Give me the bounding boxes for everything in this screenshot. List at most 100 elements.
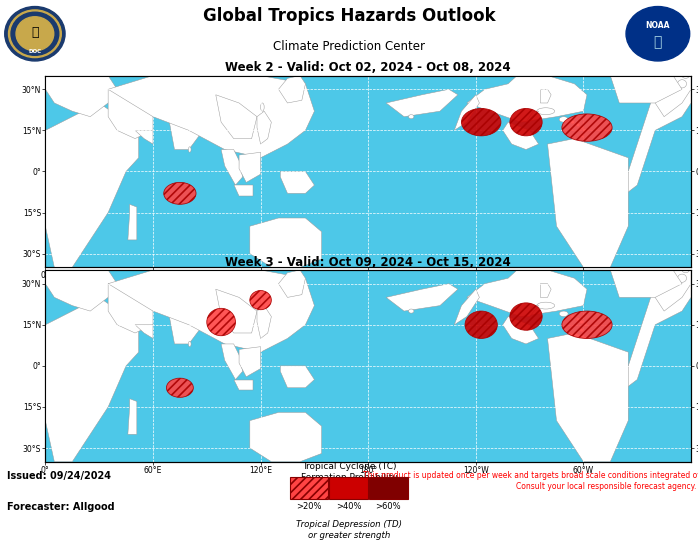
Ellipse shape bbox=[559, 117, 568, 122]
Text: >20%: >20% bbox=[296, 502, 322, 511]
Text: Issued: 09/24/2024: Issued: 09/24/2024 bbox=[7, 471, 111, 481]
Polygon shape bbox=[239, 152, 260, 183]
Ellipse shape bbox=[559, 311, 568, 316]
Polygon shape bbox=[216, 95, 257, 139]
Ellipse shape bbox=[250, 291, 272, 310]
Circle shape bbox=[626, 6, 690, 61]
Ellipse shape bbox=[166, 378, 193, 397]
Ellipse shape bbox=[408, 309, 414, 313]
Ellipse shape bbox=[562, 311, 612, 339]
Polygon shape bbox=[279, 270, 306, 298]
Polygon shape bbox=[281, 366, 314, 388]
Text: This product is updated once per week and targets broad scale conditions integra: This product is updated once per week an… bbox=[363, 471, 698, 491]
Polygon shape bbox=[135, 325, 153, 339]
Polygon shape bbox=[619, 270, 691, 393]
Polygon shape bbox=[128, 399, 137, 434]
Polygon shape bbox=[619, 76, 691, 199]
Polygon shape bbox=[526, 306, 539, 316]
Ellipse shape bbox=[537, 108, 555, 114]
Text: Climate Prediction Center: Climate Prediction Center bbox=[273, 40, 425, 53]
Polygon shape bbox=[108, 284, 153, 333]
Polygon shape bbox=[610, 270, 682, 298]
Polygon shape bbox=[45, 76, 117, 117]
Ellipse shape bbox=[577, 318, 580, 321]
Ellipse shape bbox=[461, 109, 501, 136]
Polygon shape bbox=[239, 347, 260, 377]
Ellipse shape bbox=[207, 308, 235, 336]
Polygon shape bbox=[45, 103, 139, 267]
Ellipse shape bbox=[510, 303, 542, 330]
Ellipse shape bbox=[164, 183, 196, 204]
Circle shape bbox=[16, 17, 54, 51]
Polygon shape bbox=[547, 333, 628, 462]
Ellipse shape bbox=[188, 341, 191, 347]
Polygon shape bbox=[279, 76, 306, 103]
Text: 🦅: 🦅 bbox=[31, 26, 38, 39]
Ellipse shape bbox=[537, 302, 555, 309]
Title: Week 3 - Valid: Oct 09, 2024 - Oct 15, 2024: Week 3 - Valid: Oct 09, 2024 - Oct 15, 2… bbox=[225, 256, 511, 269]
FancyBboxPatch shape bbox=[329, 477, 368, 500]
Polygon shape bbox=[108, 270, 314, 352]
Ellipse shape bbox=[584, 323, 587, 326]
Polygon shape bbox=[386, 284, 458, 311]
Polygon shape bbox=[386, 89, 458, 117]
Text: NOAA: NOAA bbox=[646, 21, 670, 30]
Ellipse shape bbox=[571, 315, 574, 318]
Ellipse shape bbox=[580, 320, 584, 323]
Polygon shape bbox=[234, 185, 253, 196]
Polygon shape bbox=[467, 76, 587, 122]
Polygon shape bbox=[45, 298, 139, 462]
Polygon shape bbox=[526, 111, 539, 122]
Polygon shape bbox=[454, 95, 480, 130]
Polygon shape bbox=[540, 89, 551, 103]
Text: Global Tropics Hazards Outlook: Global Tropics Hazards Outlook bbox=[202, 7, 496, 25]
Text: >60%: >60% bbox=[376, 502, 401, 511]
Ellipse shape bbox=[580, 329, 584, 332]
Circle shape bbox=[5, 6, 65, 61]
Text: Tropical Depression (TD)
or greater strength: Tropical Depression (TD) or greater stre… bbox=[296, 519, 402, 540]
Title: Week 2 - Valid: Oct 02, 2024 - Oct 08, 2024: Week 2 - Valid: Oct 02, 2024 - Oct 08, 2… bbox=[225, 62, 511, 75]
Polygon shape bbox=[168, 103, 207, 150]
Polygon shape bbox=[281, 172, 314, 193]
Ellipse shape bbox=[580, 126, 584, 129]
Polygon shape bbox=[257, 306, 272, 339]
Polygon shape bbox=[503, 316, 539, 344]
Text: >40%: >40% bbox=[336, 502, 362, 511]
Circle shape bbox=[632, 12, 683, 55]
Text: 〜: 〜 bbox=[654, 35, 662, 49]
Polygon shape bbox=[135, 130, 153, 144]
Polygon shape bbox=[221, 344, 243, 380]
Polygon shape bbox=[467, 270, 587, 316]
Polygon shape bbox=[108, 89, 153, 139]
Polygon shape bbox=[610, 76, 682, 103]
Ellipse shape bbox=[465, 311, 497, 339]
Ellipse shape bbox=[408, 114, 414, 119]
Ellipse shape bbox=[188, 147, 191, 152]
Polygon shape bbox=[540, 284, 551, 298]
Ellipse shape bbox=[580, 134, 584, 138]
Polygon shape bbox=[221, 150, 243, 185]
Polygon shape bbox=[646, 76, 691, 117]
Ellipse shape bbox=[682, 267, 689, 273]
Polygon shape bbox=[250, 218, 322, 267]
Polygon shape bbox=[257, 111, 272, 144]
Ellipse shape bbox=[584, 129, 587, 132]
Polygon shape bbox=[646, 270, 691, 311]
Ellipse shape bbox=[678, 80, 687, 88]
Polygon shape bbox=[250, 413, 322, 462]
Polygon shape bbox=[216, 289, 257, 333]
Text: Forecaster: Allgood: Forecaster: Allgood bbox=[7, 502, 114, 512]
Polygon shape bbox=[454, 289, 480, 325]
Circle shape bbox=[11, 12, 59, 55]
Ellipse shape bbox=[577, 123, 580, 126]
Ellipse shape bbox=[678, 274, 687, 282]
Text: DOC: DOC bbox=[29, 49, 41, 55]
Ellipse shape bbox=[510, 109, 542, 136]
FancyBboxPatch shape bbox=[369, 477, 408, 500]
FancyBboxPatch shape bbox=[290, 477, 328, 500]
Ellipse shape bbox=[682, 73, 689, 78]
Polygon shape bbox=[45, 270, 117, 311]
Polygon shape bbox=[234, 380, 253, 390]
Polygon shape bbox=[108, 76, 314, 158]
Polygon shape bbox=[503, 122, 539, 150]
